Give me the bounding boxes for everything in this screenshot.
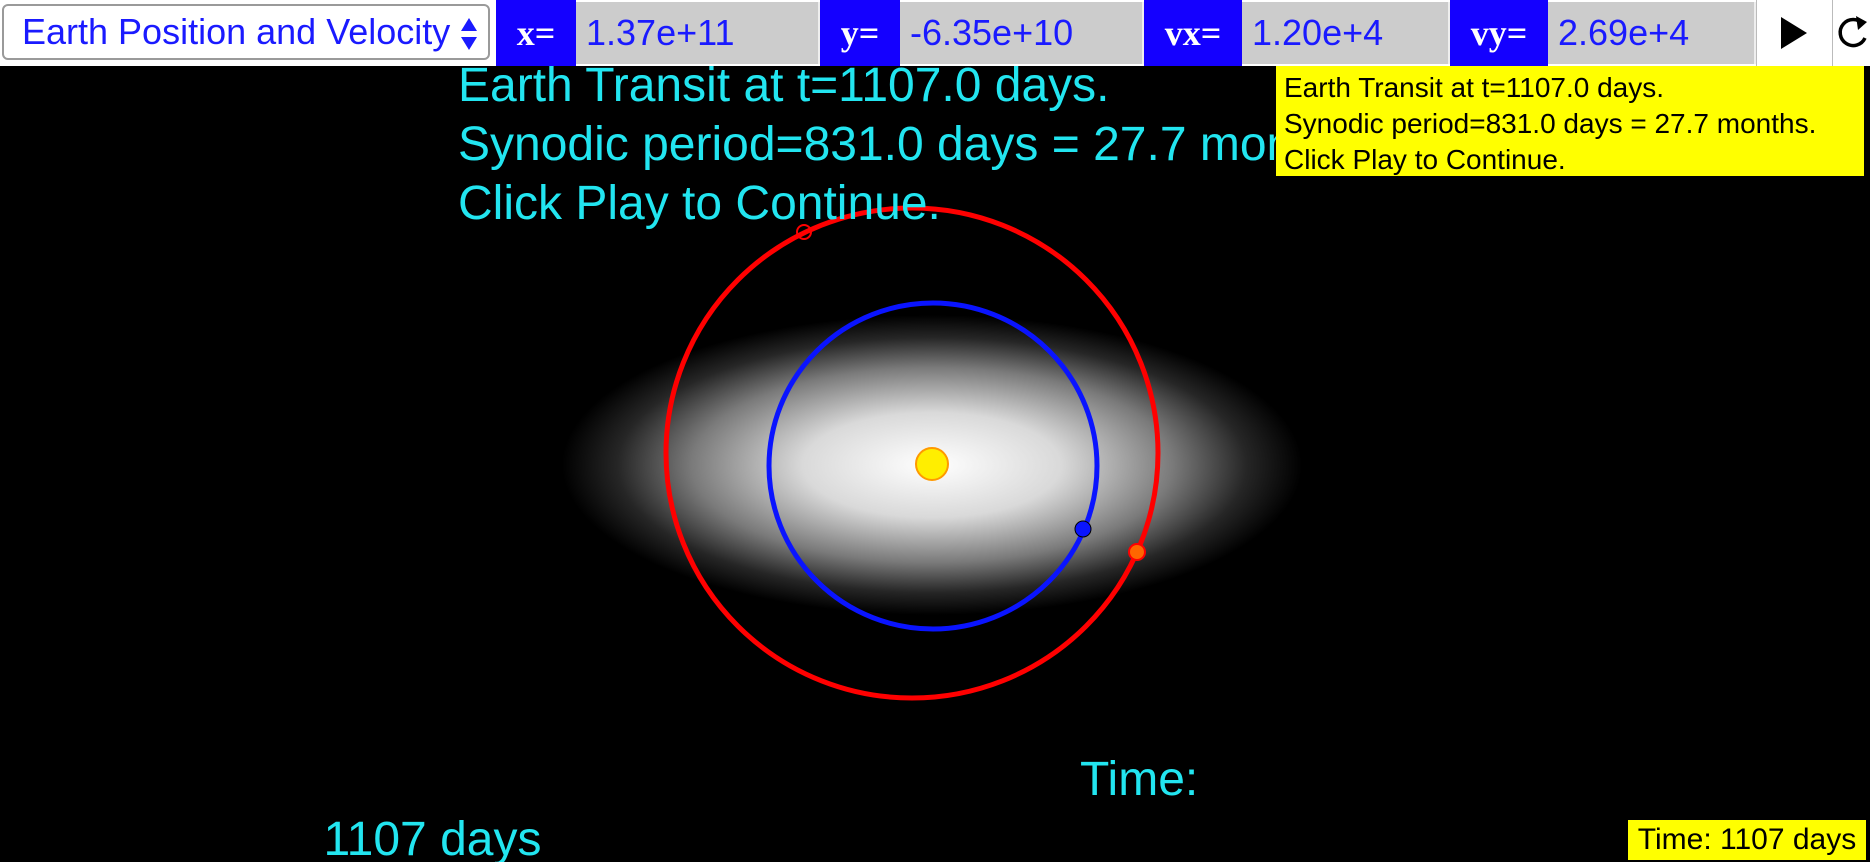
inner-orbit <box>766 300 1100 632</box>
sun <box>915 447 949 481</box>
canvas-message-line1: Earth Transit at t=1107.0 days. <box>458 59 1110 112</box>
x-field[interactable]: 1.37e+11 <box>576 2 820 64</box>
canvas-message-line3: Click Play to Continue. <box>458 177 941 230</box>
display-mode-select[interactable]: Earth Position and Velocity <box>2 4 490 60</box>
play-icon <box>1781 17 1807 49</box>
outer-planet-marker <box>796 224 812 240</box>
vy-label: vy= <box>1450 0 1548 66</box>
vx-field[interactable]: 1.20e+4 <box>1242 2 1450 64</box>
outer-planet <box>1128 543 1146 561</box>
select-arrows-icon <box>461 18 477 50</box>
status-line1: Earth Transit at t=1107.0 days. <box>1284 72 1665 103</box>
earth-planet <box>1074 520 1092 538</box>
vx-label: vx= <box>1144 0 1242 66</box>
time-status-box: Time: 1107 days <box>1628 820 1866 860</box>
y-field[interactable]: -6.35e+10 <box>900 2 1144 64</box>
canvas-message-line2: Synodic period=831.0 days = 27.7 months. <box>458 118 1371 171</box>
display-mode-value: Earth Position and Velocity <box>22 11 451 52</box>
status-line2: Synodic period=831.0 days = 27.7 months. <box>1284 108 1817 139</box>
reset-icon <box>1838 16 1867 48</box>
toolbar: Earth Position and Velocity x= 1.37e+11 … <box>0 0 1870 66</box>
time-readout: Time: 1107 days <box>323 753 1199 862</box>
x-label: x= <box>496 0 576 66</box>
outer-orbit <box>663 205 1161 701</box>
vy-field[interactable]: 2.69e+4 <box>1548 2 1756 64</box>
status-box: Earth Transit at t=1107.0 days. Synodic … <box>1276 66 1864 176</box>
status-line3: Click Play to Continue. <box>1284 144 1566 175</box>
play-button[interactable] <box>1756 0 1826 66</box>
y-label: y= <box>820 0 900 66</box>
reset-button[interactable] <box>1832 0 1870 66</box>
